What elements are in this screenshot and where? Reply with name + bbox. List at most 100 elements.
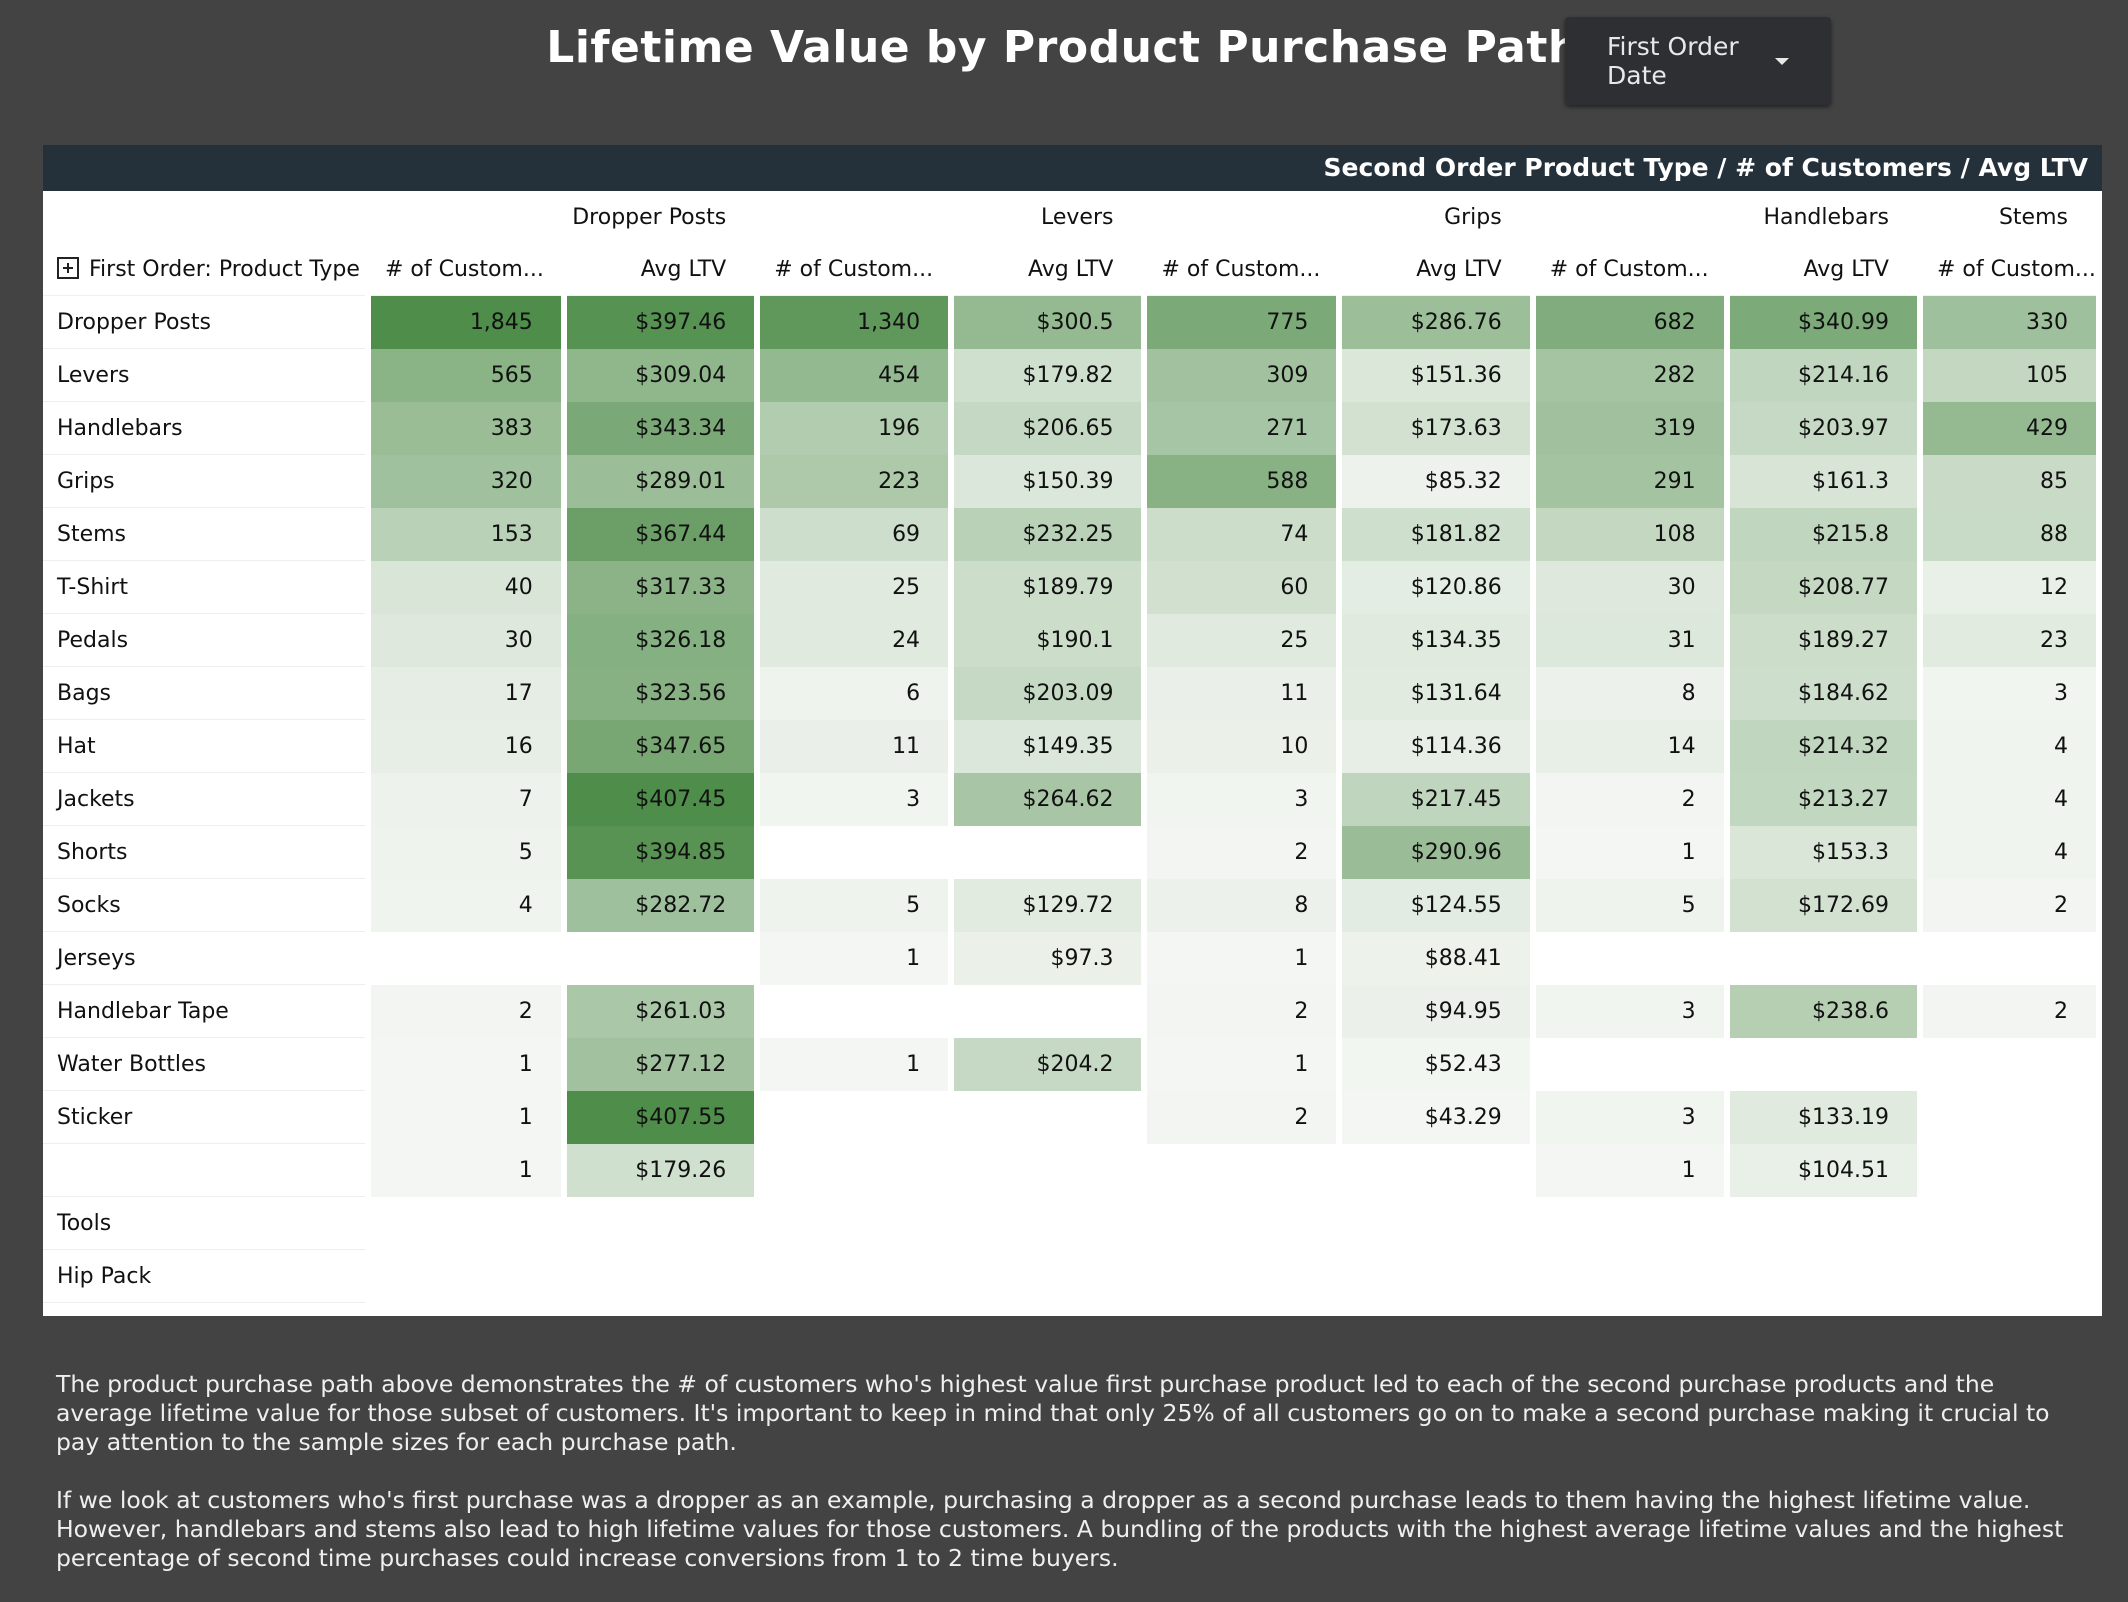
row-label[interactable]: Water Bottles	[43, 1038, 365, 1091]
column-dimension-header: Second Order Product Type / # of Custome…	[43, 145, 2102, 191]
customer-count-cell	[1923, 1250, 2096, 1303]
row-dimension-label: First Order: Product Type	[89, 256, 360, 282]
ltv-column-header[interactable]: Avg LTV	[566, 243, 755, 296]
customer-count-cell	[1147, 1250, 1336, 1303]
customer-count-cell: 2	[1147, 1091, 1337, 1144]
row-label[interactable]: Socks	[43, 879, 365, 932]
avg-ltv-cell: $114.36	[1342, 720, 1530, 773]
avg-ltv-cell: $151.36	[1342, 349, 1530, 402]
first-order-date-dropdown[interactable]: First Order Date	[1565, 17, 1831, 105]
customer-count-cell: 24	[760, 614, 949, 667]
customer-count-cell: 1	[370, 1144, 561, 1197]
ltv-column-header[interactable]: Avg LTV	[1342, 243, 1530, 296]
avg-ltv-cell: $340.99	[1729, 296, 1917, 349]
customer-count-cell: 2	[1147, 985, 1337, 1038]
avg-ltv-cell: $129.72	[954, 879, 1142, 932]
table-row: Sticker 1 $407.55 2 $43.29 3 $133.19	[43, 1091, 2096, 1144]
avg-ltv-cell: $94.95	[1342, 985, 1530, 1038]
table-row: Socks 4 $282.72 5 $129.72 8 $124.55 5 $172.69 2	[43, 879, 2096, 932]
avg-ltv-cell: $238.6	[1729, 985, 1917, 1038]
ltv-column-header[interactable]: Avg LTV	[1729, 243, 1917, 296]
customer-count-cell: 69	[760, 508, 949, 561]
row-label[interactable]: T-Shirt	[43, 561, 365, 614]
customer-count-cell: 775	[1147, 296, 1337, 349]
avg-ltv-cell: $300.5	[954, 296, 1142, 349]
avg-ltv-cell: $97.3	[954, 932, 1142, 985]
table-row: Jerseys 1 $97.3 1 $88.41	[43, 932, 2096, 985]
count-column-header[interactable]: # of Custom...	[1535, 243, 1724, 296]
customer-count-cell	[760, 1197, 948, 1250]
row-label[interactable]: Grips	[43, 455, 365, 508]
row-dimension-header[interactable]: First Order: Product Type	[43, 243, 365, 296]
avg-ltv-cell: $232.25	[954, 508, 1142, 561]
avg-ltv-cell	[567, 1197, 754, 1250]
customer-count-cell: 10	[1147, 720, 1337, 773]
row-label[interactable]: Bags	[43, 667, 365, 720]
customer-count-cell: 108	[1535, 508, 1724, 561]
customer-count-cell: 5	[760, 879, 949, 932]
table-row: Dropper Posts 1,845 $397.46 1,340 $300.5 775 $…	[43, 296, 2096, 349]
customer-count-cell: 4	[1923, 826, 2096, 879]
product-header-row: Dropper Posts Levers Grips Handlebars Stems	[43, 191, 2096, 243]
count-column-header[interactable]: # of Custom...	[370, 243, 561, 296]
row-label[interactable]: Jackets	[43, 773, 365, 826]
product-header-1: Levers	[1041, 204, 1114, 230]
customer-count-cell: 291	[1535, 455, 1724, 508]
customer-count-cell	[760, 985, 948, 1038]
row-label[interactable]: Sticker	[43, 1091, 365, 1144]
row-label[interactable]: Pedals	[43, 614, 365, 667]
avg-ltv-cell	[1730, 1250, 1917, 1303]
table-row: Levers 565 $309.04 454 $179.82 309 $151.36 282 $…	[43, 349, 2096, 402]
row-label[interactable]: Levers	[43, 349, 365, 402]
ltv-column-header[interactable]: Avg LTV	[954, 243, 1142, 296]
customer-count-cell: 25	[760, 561, 949, 614]
customer-count-cell: 7	[370, 773, 561, 826]
customer-count-cell: 23	[1923, 614, 2096, 667]
product-header-4: Stems	[1998, 204, 2068, 230]
row-label[interactable]: Jerseys	[43, 932, 365, 985]
avg-ltv-cell: $367.44	[566, 508, 755, 561]
expand-icon[interactable]	[57, 256, 79, 279]
avg-ltv-cell: $214.32	[1729, 720, 1917, 773]
customer-count-cell: 1	[760, 932, 949, 985]
row-label[interactable]: Handlebars	[43, 402, 365, 455]
row-label[interactable]: Stems	[43, 508, 365, 561]
customer-count-cell	[760, 1250, 948, 1303]
table-row: Handlebar Tape 2 $261.03 2 $94.95 3 $238.6 2	[43, 985, 2096, 1038]
table-row: 1 $179.26 1 $104.51	[43, 1144, 2096, 1197]
avg-ltv-cell	[567, 932, 754, 985]
count-column-header[interactable]: # of Custom...	[1147, 243, 1337, 296]
customer-count-cell: 223	[760, 455, 949, 508]
customer-count-cell: 4	[1923, 773, 2096, 826]
avg-ltv-cell	[954, 1197, 1141, 1250]
count-column-header[interactable]: # of Custom...	[760, 243, 949, 296]
customer-count-cell	[1923, 1091, 2096, 1144]
customer-count-cell: 11	[1147, 667, 1337, 720]
count-column-header[interactable]: # of Custom...	[1923, 243, 2096, 296]
row-label[interactable]: Handlebar Tape	[43, 985, 365, 1038]
row-label[interactable]: Tools	[43, 1197, 365, 1250]
customer-count-cell: 320	[370, 455, 561, 508]
avg-ltv-cell: $181.82	[1342, 508, 1530, 561]
avg-ltv-cell	[954, 826, 1141, 879]
customer-count-cell: 60	[1147, 561, 1337, 614]
row-label[interactable]: Shorts	[43, 826, 365, 879]
customer-count-cell: 25	[1147, 614, 1337, 667]
avg-ltv-cell: $88.41	[1342, 932, 1530, 985]
customer-count-cell: 1	[1147, 1038, 1337, 1091]
table-row: Water Bottles 1 $277.12 1 $204.2 1 $52.43	[43, 1038, 2096, 1091]
row-label[interactable]: Hat	[43, 720, 365, 773]
customer-count-cell: 2	[1535, 773, 1724, 826]
avg-ltv-cell: $203.09	[954, 667, 1142, 720]
customer-count-cell: 454	[760, 349, 949, 402]
row-label[interactable]: Dropper Posts	[43, 296, 365, 349]
avg-ltv-cell: $149.35	[954, 720, 1142, 773]
customer-count-cell: 3	[1535, 985, 1724, 1038]
avg-ltv-cell: $131.64	[1342, 667, 1530, 720]
avg-ltv-cell: $317.33	[566, 561, 755, 614]
customer-count-cell: 105	[1923, 349, 2096, 402]
row-label[interactable]: Hip Pack	[43, 1250, 365, 1303]
customer-count-cell: 153	[370, 508, 561, 561]
avg-ltv-cell: $206.65	[954, 402, 1142, 455]
row-label[interactable]	[43, 1144, 365, 1197]
